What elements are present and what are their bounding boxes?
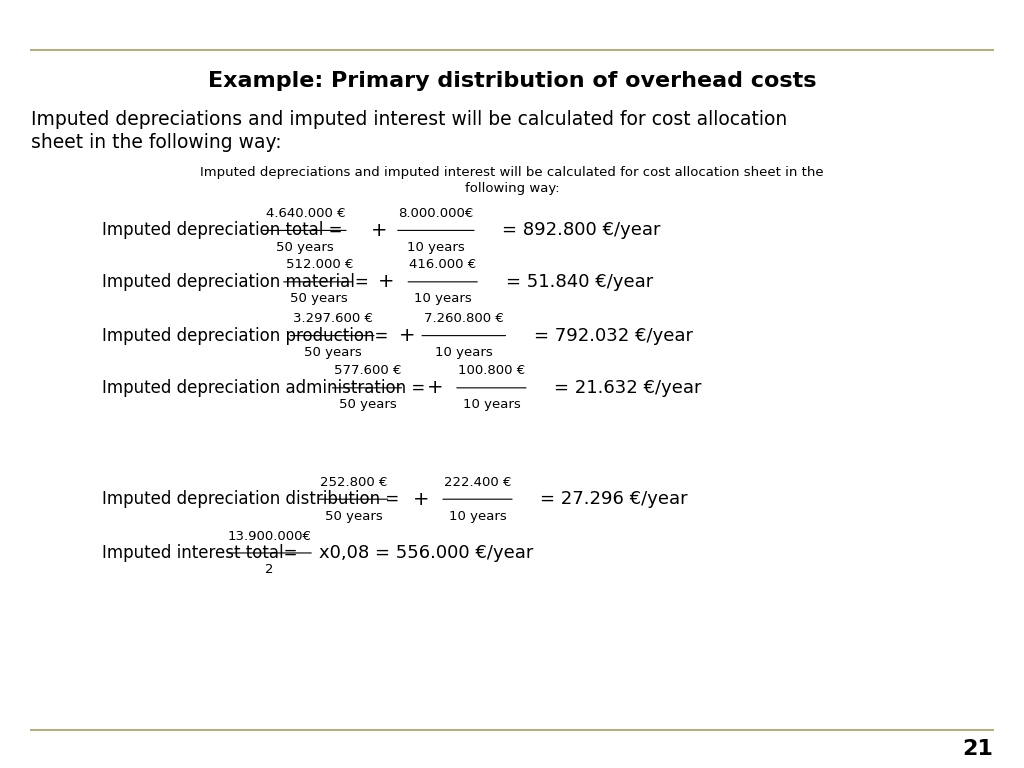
Text: Imputed depreciations and imputed interest will be calculated for cost allocatio: Imputed depreciations and imputed intere… bbox=[200, 167, 824, 179]
Text: 4.640.000 €: 4.640.000 € bbox=[265, 207, 345, 220]
Text: 50 years: 50 years bbox=[304, 346, 362, 359]
Text: +: + bbox=[372, 221, 388, 240]
Text: 50 years: 50 years bbox=[291, 293, 348, 305]
Text: +: + bbox=[399, 326, 416, 345]
Text: 13.900.000€: 13.900.000€ bbox=[227, 530, 311, 542]
Text: 10 years: 10 years bbox=[463, 399, 520, 411]
Text: 50 years: 50 years bbox=[326, 510, 383, 522]
Text: 100.800 €: 100.800 € bbox=[458, 365, 525, 377]
Text: 10 years: 10 years bbox=[414, 293, 471, 305]
Text: following way:: following way: bbox=[465, 182, 559, 194]
Text: 252.800 €: 252.800 € bbox=[321, 476, 388, 488]
Text: 512.000 €: 512.000 € bbox=[286, 259, 353, 271]
Text: 50 years: 50 years bbox=[276, 241, 334, 253]
Text: sheet in the following way:: sheet in the following way: bbox=[31, 133, 282, 151]
Text: Imputed depreciation administration =: Imputed depreciation administration = bbox=[102, 379, 431, 397]
Text: = 792.032 €/year: = 792.032 €/year bbox=[534, 326, 693, 345]
Text: 10 years: 10 years bbox=[408, 241, 465, 253]
Text: 8.000.000€: 8.000.000€ bbox=[398, 207, 474, 220]
Text: 7.260.800 €: 7.260.800 € bbox=[424, 313, 504, 325]
Text: Imputed depreciation distribution =: Imputed depreciation distribution = bbox=[102, 490, 404, 508]
Text: 416.000 €: 416.000 € bbox=[409, 259, 476, 271]
Text: 50 years: 50 years bbox=[339, 399, 397, 411]
Text: +: + bbox=[427, 379, 443, 397]
Text: = 27.296 €/year: = 27.296 €/year bbox=[541, 490, 688, 508]
Text: x0,08 = 556.000 €/year: x0,08 = 556.000 €/year bbox=[319, 544, 534, 562]
Text: 2: 2 bbox=[265, 564, 273, 576]
Text: Imputed depreciation material=: Imputed depreciation material= bbox=[102, 273, 375, 291]
Text: +: + bbox=[413, 490, 429, 508]
Text: Imputed depreciation total =: Imputed depreciation total = bbox=[102, 221, 348, 240]
Text: = 21.632 €/year: = 21.632 €/year bbox=[554, 379, 701, 397]
Text: 10 years: 10 years bbox=[449, 510, 506, 522]
Text: 10 years: 10 years bbox=[435, 346, 493, 359]
Text: = 51.840 €/year: = 51.840 €/year bbox=[506, 273, 653, 291]
Text: 222.400 €: 222.400 € bbox=[443, 476, 511, 488]
Text: Imputed depreciation production=: Imputed depreciation production= bbox=[102, 326, 394, 345]
Text: 21: 21 bbox=[963, 739, 993, 759]
Text: 3.297.600 €: 3.297.600 € bbox=[293, 313, 373, 325]
Text: Imputed interest total=: Imputed interest total= bbox=[102, 544, 303, 562]
Text: Example: Primary distribution of overhead costs: Example: Primary distribution of overhea… bbox=[208, 71, 816, 91]
Text: 577.600 €: 577.600 € bbox=[334, 365, 401, 377]
Text: = 892.800 €/year: = 892.800 €/year bbox=[503, 221, 660, 240]
Text: +: + bbox=[378, 273, 394, 291]
Text: Imputed depreciations and imputed interest will be calculated for cost allocatio: Imputed depreciations and imputed intere… bbox=[31, 110, 787, 128]
